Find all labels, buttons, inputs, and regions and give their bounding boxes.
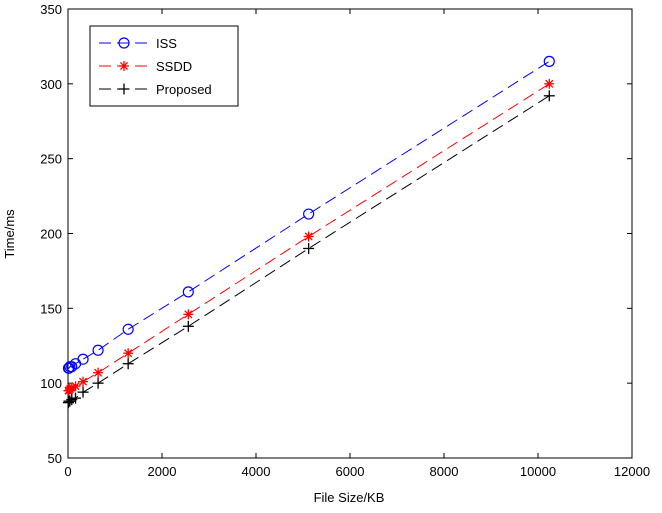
data-point	[122, 358, 134, 370]
x-tick-label: 4000	[242, 464, 271, 479]
y-axis-label: Time/ms	[2, 209, 17, 259]
data-point	[118, 37, 130, 49]
legend-box	[89, 25, 239, 107]
data-point	[543, 90, 555, 102]
y-tick-label: 100	[40, 376, 62, 391]
data-point	[77, 386, 89, 398]
data-point	[122, 323, 134, 335]
y-tick-label: 350	[40, 2, 62, 17]
data-point	[543, 55, 555, 67]
series-line	[68, 60, 550, 369]
y-tick-label: 150	[40, 301, 62, 316]
y-tick-label: 200	[40, 227, 62, 242]
legend-label: ISS	[156, 36, 177, 51]
data-point	[544, 78, 555, 89]
axes: 0 2000 4000 6000 8000 10000 12000 50 100 150 200 25…	[40, 2, 650, 479]
series-proposed	[62, 90, 555, 409]
legend-entry: SSDD	[99, 59, 192, 74]
legend-label: SSDD	[156, 59, 192, 74]
x-tick-label: 12000	[614, 464, 650, 479]
data-point	[92, 377, 104, 389]
data-point	[64, 395, 76, 407]
data-point	[182, 286, 194, 298]
x-axis-label: File Size/KB	[314, 490, 385, 505]
data-point	[303, 208, 315, 220]
data-point	[303, 231, 314, 242]
x-tick-label: 6000	[336, 464, 365, 479]
data-point	[182, 320, 194, 332]
series-ssdd	[63, 78, 555, 396]
series-layer	[62, 55, 555, 409]
x-tick-label: 0	[64, 464, 71, 479]
data-point	[93, 367, 104, 378]
x-tick-label: 2000	[148, 464, 177, 479]
x-tick-label: 10000	[520, 464, 556, 479]
legend: ISS SSDD Proposed	[89, 25, 239, 107]
data-point	[183, 309, 194, 320]
legend-entry: ISS	[99, 36, 177, 51]
data-point	[92, 344, 104, 356]
data-point	[66, 361, 78, 373]
data-point	[303, 242, 315, 254]
data-point	[70, 392, 82, 404]
series-iss	[62, 55, 555, 374]
legend-entry: Proposed	[99, 82, 212, 97]
data-point	[70, 381, 81, 392]
data-point	[77, 353, 89, 365]
y-tick-label: 300	[40, 77, 62, 92]
data-point	[123, 348, 134, 359]
data-point	[119, 61, 129, 71]
y-tick-label: 50	[48, 451, 62, 466]
x-tick-label: 8000	[430, 464, 459, 479]
data-point	[118, 83, 130, 95]
y-tick-label: 250	[40, 152, 62, 167]
data-point	[78, 376, 89, 387]
legend-label: Proposed	[156, 82, 212, 97]
